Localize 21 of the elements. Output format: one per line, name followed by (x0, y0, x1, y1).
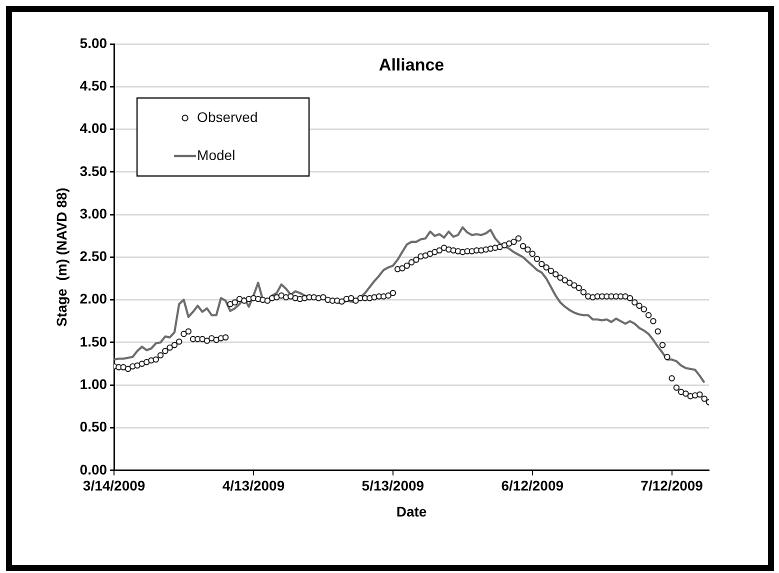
y-tick-label: 1.50 (80, 333, 108, 350)
y-tick-label: 4.00 (80, 120, 108, 136)
y-tick-label: 3.50 (80, 162, 108, 179)
x-tick-label: 3/14/2009 (82, 478, 146, 494)
y-tick-label: 4.50 (80, 78, 108, 94)
x-tick-label: 7/12/2009 (640, 478, 704, 494)
x-tick-label: 5/13/2009 (362, 478, 424, 494)
legend-label: Observed (197, 108, 258, 125)
y-tick-label: 0.50 (80, 418, 108, 435)
legend-label: Model (197, 146, 236, 163)
x-axis-title: Date (396, 503, 427, 520)
text: Alliance (378, 56, 444, 75)
x-tick-label: 4/13/2009 (222, 478, 285, 494)
y-tick-label: 5.00 (80, 34, 108, 51)
y-tick-label: 2.50 (80, 248, 108, 264)
x-tick-label: 6/12/2009 (501, 478, 564, 494)
y-tick-label: 1.00 (80, 376, 108, 392)
y-axis-title: Stage (m) (NAVD 88) (53, 188, 70, 327)
y-tick-label: 3.00 (80, 205, 108, 222)
y-tick-label: 2.00 (80, 290, 108, 307)
y-tick-label: 0.00 (80, 461, 108, 478)
